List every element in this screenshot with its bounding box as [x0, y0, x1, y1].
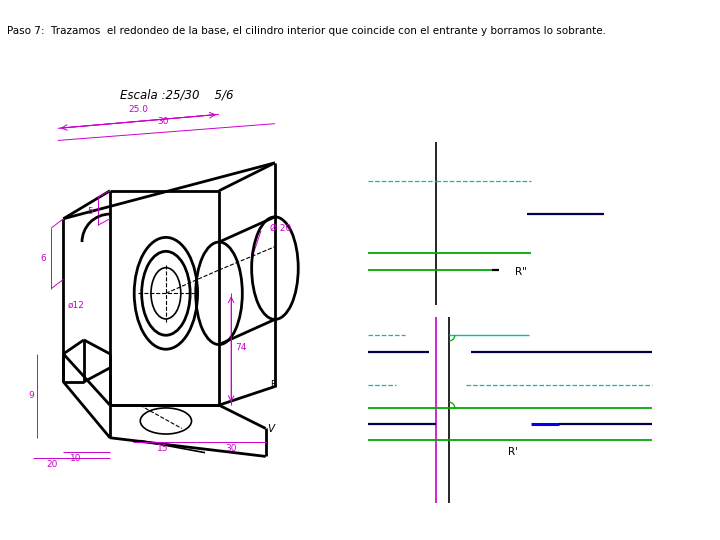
Text: R': R' — [508, 447, 518, 457]
Text: 30: 30 — [225, 444, 237, 453]
Text: 15: 15 — [158, 444, 169, 453]
Text: V: V — [268, 424, 274, 434]
Text: 74: 74 — [235, 343, 246, 352]
Text: R: R — [270, 380, 276, 389]
Text: 5: 5 — [87, 207, 93, 216]
Text: 10: 10 — [70, 454, 81, 463]
Text: Ø 20: Ø 20 — [270, 224, 292, 233]
Text: 25.0: 25.0 — [128, 105, 148, 114]
Text: 30: 30 — [158, 118, 169, 126]
Text: 9: 9 — [29, 392, 35, 400]
Text: 6: 6 — [41, 254, 47, 264]
Text: R": R" — [516, 267, 527, 277]
Text: ø12: ø12 — [68, 301, 85, 310]
Text: Paso 7:  Trazamos  el redondeo de la base, el cilindro interior que coincide con: Paso 7: Trazamos el redondeo de la base,… — [7, 26, 606, 36]
Text: 20: 20 — [47, 460, 58, 469]
Text: Escala :25/30    5/6: Escala :25/30 5/6 — [120, 88, 234, 102]
